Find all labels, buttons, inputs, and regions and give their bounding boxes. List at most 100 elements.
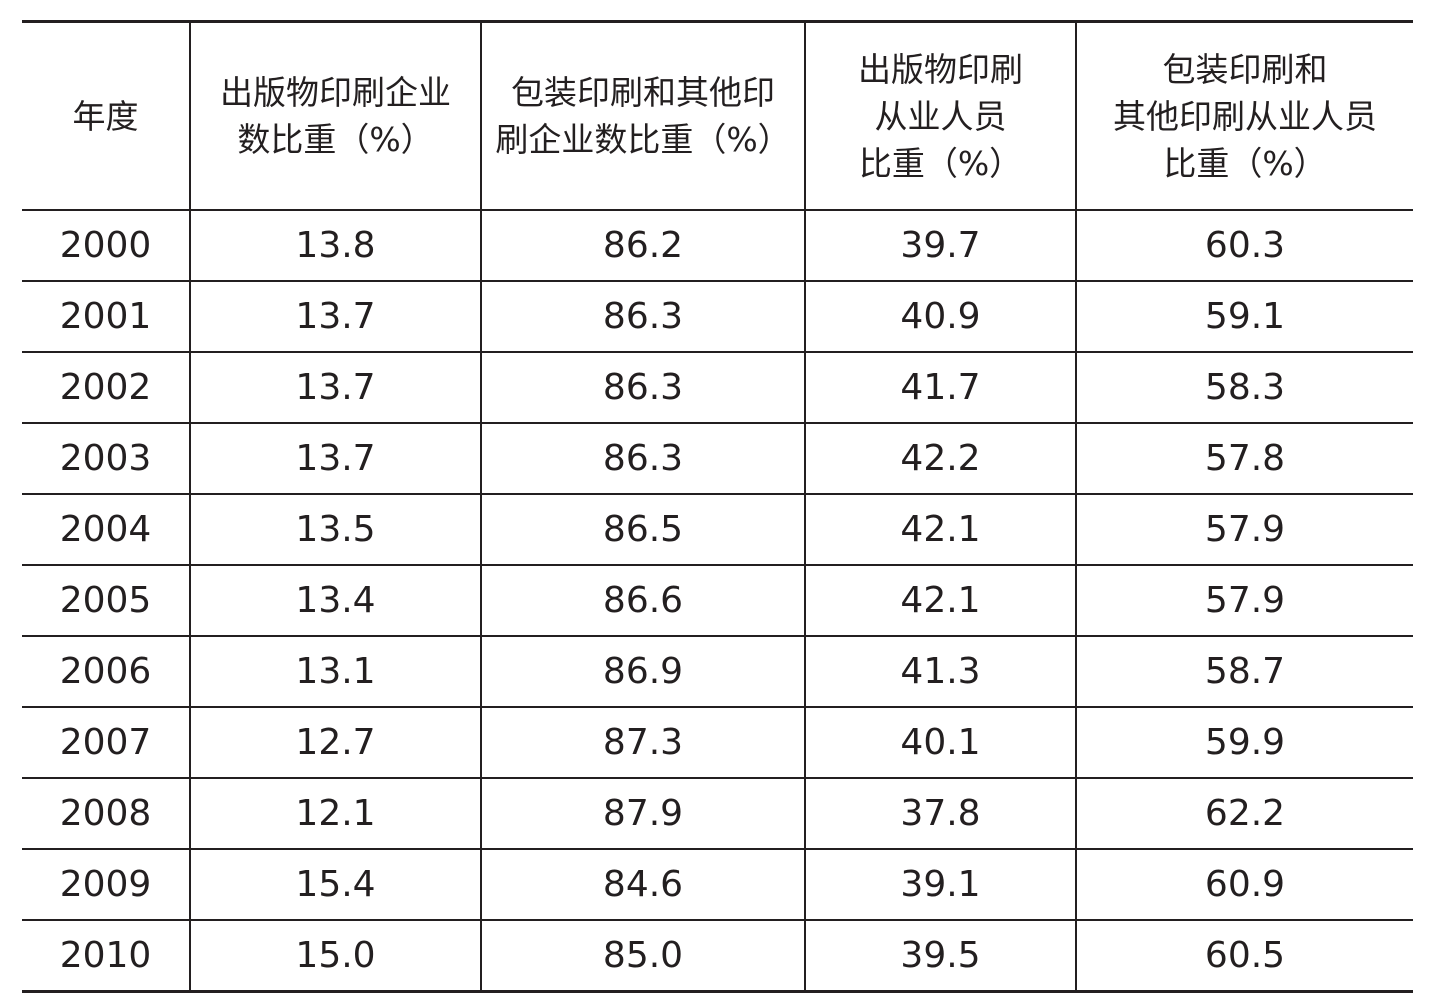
header-cell: 包装印刷和其他印 刷企业数比重（%）	[480, 20, 805, 211]
table-row: 2004 13.5 86.5 42.1 57.9	[22, 494, 1413, 566]
table-body: 2000 13.8 86.2 39.7 60.3 2001 13.7 86.3 40.9 59.1…	[22, 210, 1413, 993]
table-cell: 42.2	[804, 423, 1076, 495]
cell-value: 41.7	[900, 367, 981, 408]
cell-value: 59.9	[1204, 722, 1286, 763]
cell-value: 12.1	[295, 793, 376, 834]
table-cell: 13.8	[189, 210, 481, 282]
table-cell: 13.4	[189, 565, 481, 637]
cell-value: 13.7	[295, 367, 376, 408]
cell-value: 84.6	[602, 864, 684, 905]
cell-value: 15.0	[295, 935, 376, 976]
cell-value: 37.8	[900, 793, 981, 834]
header-cell: 包装印刷和 其他印刷从业人员 比重（%）	[1075, 20, 1413, 211]
table-cell: 86.9	[480, 636, 805, 708]
cell-value: 42.2	[900, 438, 981, 479]
table-cell: 2001	[22, 281, 190, 353]
table-cell: 86.3	[480, 352, 805, 424]
cell-value: 86.6	[602, 580, 684, 621]
table-cell: 86.5	[480, 494, 805, 566]
cell-value: 86.3	[602, 438, 684, 479]
table-cell: 41.7	[804, 352, 1076, 424]
year: 2006	[59, 651, 152, 692]
table-cell: 62.2	[1075, 778, 1413, 850]
table-row: 2007 12.7 87.3 40.1 59.9	[22, 707, 1413, 779]
table-cell: 59.9	[1075, 707, 1413, 779]
cell-value: 86.5	[602, 509, 684, 550]
table-cell: 15.0	[189, 920, 481, 993]
cell-value: 40.1	[900, 722, 981, 763]
table-cell: 13.7	[189, 281, 481, 353]
cell-value: 60.9	[1204, 864, 1286, 905]
table-row: 2010 15.0 85.0 39.5 60.5	[22, 920, 1413, 993]
cell-value: 39.7	[900, 225, 981, 266]
table-cell: 60.5	[1075, 920, 1413, 993]
table-row: 2009 15.4 84.6 39.1 60.9	[22, 849, 1413, 921]
data-table: 年度 出版物印刷企业 数比重（%） 包装印刷和其他印 刷企业数比重（%） 出版物印刷 从业人…	[22, 20, 1413, 993]
table-cell: 58.7	[1075, 636, 1413, 708]
cell-value: 60.5	[1204, 935, 1286, 976]
header-text: 从业人员	[874, 96, 1007, 136]
table-cell: 2004	[22, 494, 190, 566]
table-row: 2001 13.7 86.3 40.9 59.1	[22, 281, 1413, 353]
table-cell: 86.3	[480, 423, 805, 495]
table-cell: 86.2	[480, 210, 805, 282]
table-cell: 2009	[22, 849, 190, 921]
header-text: 出版物印刷	[858, 49, 1023, 89]
table-cell: 2007	[22, 707, 190, 779]
table-cell: 39.5	[804, 920, 1076, 993]
cell-value: 13.5	[295, 509, 376, 550]
cell-value: 57.8	[1204, 438, 1286, 479]
table-cell: 59.1	[1075, 281, 1413, 353]
header-text: 刷企业数比重（%）	[495, 120, 791, 159]
header-text: 数比重（%）	[237, 120, 434, 159]
table-row: 2008 12.1 87.9 37.8 62.2	[22, 778, 1413, 850]
table-cell: 58.3	[1075, 352, 1413, 424]
cell-value: 42.1	[900, 509, 981, 550]
cell-value: 86.2	[602, 225, 684, 266]
header-text: 包装印刷和其他印	[511, 73, 775, 112]
table-cell: 86.6	[480, 565, 805, 637]
year: 2008	[59, 793, 152, 834]
cell-value: 15.4	[295, 864, 376, 905]
cell-value: 58.3	[1204, 367, 1286, 408]
header-text: 比重（%）	[858, 143, 1023, 183]
table-row: 2006 13.1 86.9 41.3 58.7	[22, 636, 1413, 708]
year: 2007	[59, 722, 152, 763]
cell-value: 86.3	[602, 367, 684, 408]
table-row: 2002 13.7 86.3 41.7 58.3	[22, 352, 1413, 424]
table-cell: 57.9	[1075, 565, 1413, 637]
cell-value: 13.7	[295, 296, 376, 337]
table-cell: 42.1	[804, 494, 1076, 566]
table-cell: 87.3	[480, 707, 805, 779]
table-cell: 40.9	[804, 281, 1076, 353]
table-cell: 2005	[22, 565, 190, 637]
cell-value: 57.9	[1204, 509, 1286, 550]
cell-value: 86.9	[602, 651, 684, 692]
table-cell: 85.0	[480, 920, 805, 993]
table-cell: 2008	[22, 778, 190, 850]
header-text: 其他印刷从业人员	[1113, 96, 1377, 136]
table-cell: 39.7	[804, 210, 1076, 282]
year: 2009	[59, 864, 152, 905]
header-text: 年度	[72, 96, 139, 136]
table-cell: 37.8	[804, 778, 1076, 850]
cell-value: 62.2	[1204, 793, 1286, 834]
header-cell: 出版物印刷企业 数比重（%）	[189, 20, 481, 211]
cell-value: 13.7	[295, 438, 376, 479]
year: 2003	[59, 438, 152, 479]
cell-value: 13.8	[295, 225, 376, 266]
cell-value: 12.7	[295, 722, 376, 763]
table-cell: 42.1	[804, 565, 1076, 637]
cell-value: 87.3	[602, 722, 684, 763]
cell-value: 59.1	[1204, 296, 1286, 337]
year: 2000	[59, 225, 152, 266]
header-text: 比重（%）	[1163, 143, 1327, 183]
table-cell: 2000	[22, 210, 190, 282]
table-cell: 60.3	[1075, 210, 1413, 282]
table-row: 2000 13.8 86.2 39.7 60.3	[22, 210, 1413, 282]
year: 2002	[59, 367, 152, 408]
table-row: 2005 13.4 86.6 42.1 57.9	[22, 565, 1413, 637]
table-cell: 57.9	[1075, 494, 1413, 566]
table-cell: 60.9	[1075, 849, 1413, 921]
cell-value: 13.1	[295, 651, 376, 692]
